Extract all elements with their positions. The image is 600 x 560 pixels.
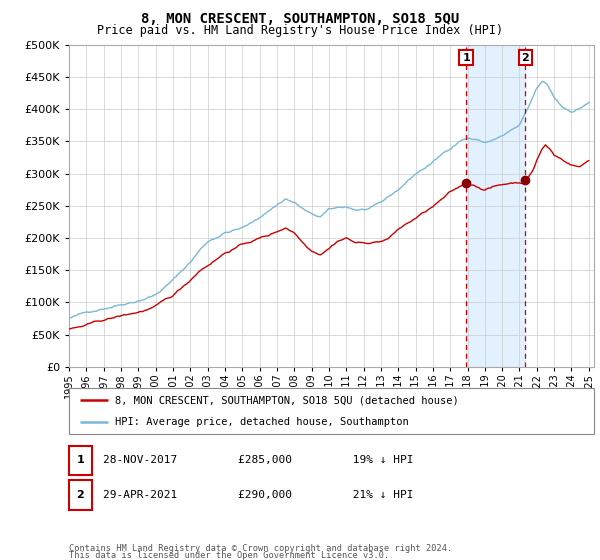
Text: This data is licensed under the Open Government Licence v3.0.: This data is licensed under the Open Gov… xyxy=(69,551,389,560)
Text: 28-NOV-2017         £285,000         19% ↓ HPI: 28-NOV-2017 £285,000 19% ↓ HPI xyxy=(103,455,413,465)
Text: Price paid vs. HM Land Registry's House Price Index (HPI): Price paid vs. HM Land Registry's House … xyxy=(97,24,503,37)
Text: 8, MON CRESCENT, SOUTHAMPTON, SO18 5QU: 8, MON CRESCENT, SOUTHAMPTON, SO18 5QU xyxy=(141,12,459,26)
Text: 8, MON CRESCENT, SOUTHAMPTON, SO18 5QU (detached house): 8, MON CRESCENT, SOUTHAMPTON, SO18 5QU (… xyxy=(115,395,459,405)
Bar xyxy=(466,45,525,367)
Text: 2: 2 xyxy=(77,490,84,500)
Text: HPI: Average price, detached house, Southampton: HPI: Average price, detached house, Sout… xyxy=(115,417,409,427)
Text: 1: 1 xyxy=(77,455,84,465)
Text: 1: 1 xyxy=(462,53,470,63)
Text: Contains HM Land Registry data © Crown copyright and database right 2024.: Contains HM Land Registry data © Crown c… xyxy=(69,544,452,553)
Text: 29-APR-2021         £290,000         21% ↓ HPI: 29-APR-2021 £290,000 21% ↓ HPI xyxy=(103,490,413,500)
Text: 2: 2 xyxy=(521,53,529,63)
